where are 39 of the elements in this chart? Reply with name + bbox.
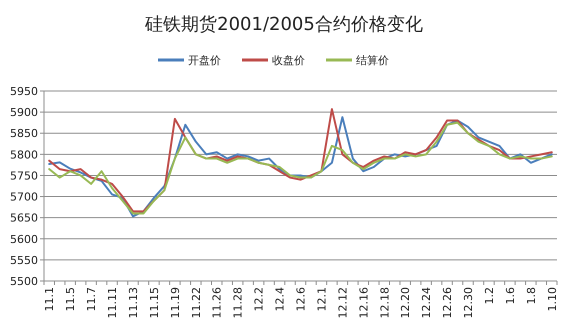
x-tick-label: 11.11 [106,287,120,318]
y-tick-label: 5800 [10,148,38,162]
chart-title: 硅铁期货2001/2005合约价格变化 [144,14,423,35]
x-tick-label: 12.12 [336,287,350,318]
x-tick-label: 12.16 [357,287,370,318]
y-tick-label: 5650 [10,212,38,225]
y-tick-label: 5500 [10,275,38,288]
y-tick-label: 5850 [10,127,38,140]
y-tick-label: 5600 [10,232,38,246]
x-tick-label: 11.19 [168,287,182,318]
x-tick-label: 12.26 [441,287,454,318]
legend-label: 开盘价 [188,54,221,67]
legend-label: 收盘价 [272,54,305,67]
x-tick-label: 11.26 [210,287,224,318]
x-tick-label: 12.30 [462,287,476,318]
x-tick-label: 12.6 [294,287,308,312]
x-tick-label: 1.10 [546,287,559,312]
x-tick-label: 11.22 [190,287,203,318]
x-tick-label: 11.28 [232,287,245,318]
x-tick-label: 11.15 [148,287,161,318]
y-tick-label: 5550 [10,254,38,267]
x-tick-label: 12.4 [274,287,287,312]
x-tick-label: 11.1 [43,287,56,312]
x-tick-label: 12.18 [378,287,392,318]
x-tick-label: 12.20 [399,287,412,318]
x-tick-label: 11.5 [64,287,78,312]
x-tick-label: 1.6 [504,287,517,304]
x-tick-label: 11.13 [126,287,140,318]
y-tick-label: 5750 [10,169,38,182]
x-tick-label: 12.1 [315,287,328,312]
y-tick-label: 5950 [10,85,38,98]
x-tick-label: 12.24 [420,287,434,318]
legend-label: 结算价 [356,54,389,67]
x-tick-label: 12.2 [252,287,266,312]
x-tick-label: 1.8 [524,287,538,304]
x-tick-label: 11.7 [85,287,98,312]
x-tick-label: 1.2 [482,287,496,304]
y-tick-label: 5700 [10,190,38,204]
y-tick-label: 5900 [10,106,38,120]
